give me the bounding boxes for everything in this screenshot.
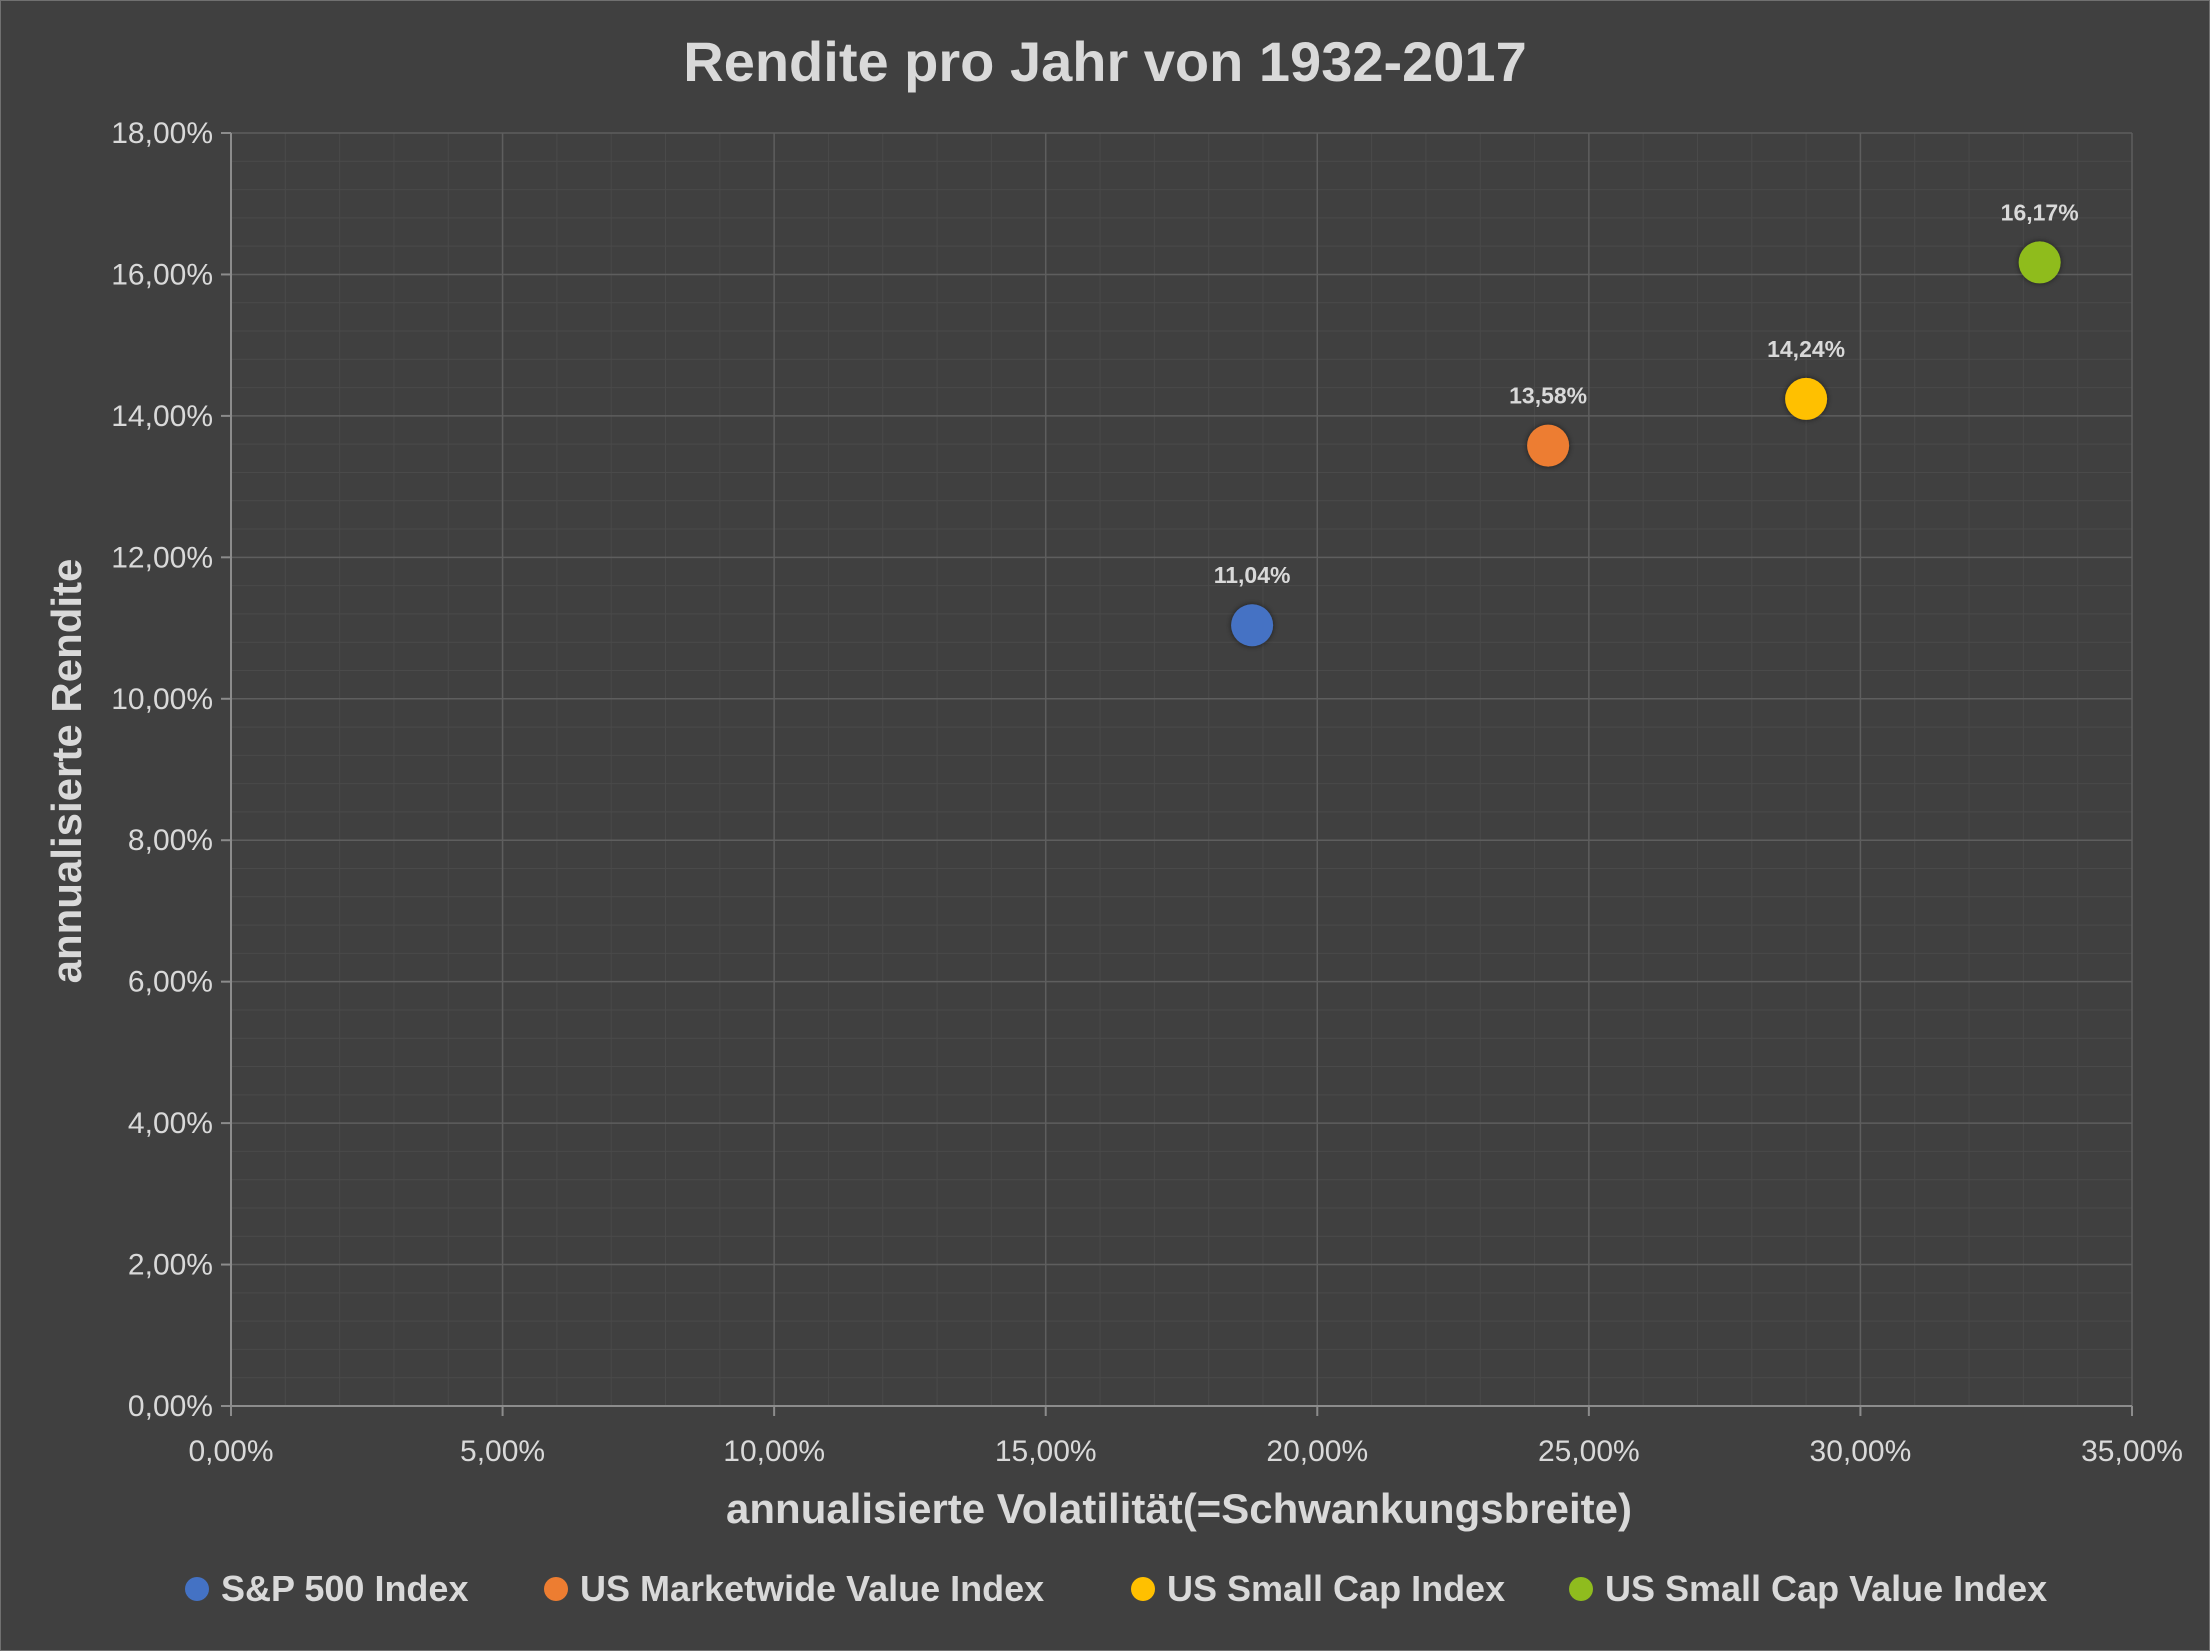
legend-label: US Small Cap Index xyxy=(1167,1568,1505,1609)
data-points xyxy=(1231,241,2061,647)
x-tick-label: 10,00% xyxy=(723,1435,825,1468)
legend-label: US Marketwide Value Index xyxy=(580,1568,1044,1609)
legend-item: S&P 500 Index xyxy=(185,1568,468,1609)
data-labels: 11,04% 13,58% 14,24% 16,17% xyxy=(1214,199,2079,588)
chart-title: Rendite pro Jahr von 1932-2017 xyxy=(683,30,1526,93)
data-label: 11,04% xyxy=(1214,562,1291,588)
y-tick-label: 10,00% xyxy=(111,683,213,716)
legend-item: US Small Cap Value Index xyxy=(1569,1568,2047,1609)
data-point xyxy=(2018,241,2061,284)
y-tick-label: 16,00% xyxy=(111,258,213,291)
x-tick-label: 20,00% xyxy=(1266,1435,1368,1468)
y-tick-label: 8,00% xyxy=(128,824,213,857)
y-axis-title: annualisierte Rendite xyxy=(43,559,90,984)
grid xyxy=(230,132,2133,1407)
y-tick-label: 12,00% xyxy=(111,541,213,574)
x-tick-label: 25,00% xyxy=(1538,1435,1640,1468)
y-tick-label: 0,00% xyxy=(128,1390,213,1423)
y-tick-label: 18,00% xyxy=(111,117,213,150)
y-tick-label: 6,00% xyxy=(128,966,213,999)
x-tick-label: 15,00% xyxy=(995,1435,1097,1468)
legend-label: US Small Cap Value Index xyxy=(1605,1568,2047,1609)
y-tick-label: 2,00% xyxy=(128,1249,213,1282)
x-tick-label: 30,00% xyxy=(1810,1435,1912,1468)
legend-marker xyxy=(1569,1577,1593,1601)
x-tick-label: 35,00% xyxy=(2081,1435,2183,1468)
legend-marker xyxy=(1131,1577,1155,1601)
legend-marker xyxy=(544,1577,568,1601)
y-tick-label: 14,00% xyxy=(111,400,213,433)
legend: S&P 500 Index US Marketwide Value Index US… xyxy=(185,1568,2047,1609)
legend-label: S&P 500 Index xyxy=(221,1568,468,1609)
legend-item: US Small Cap Index xyxy=(1131,1568,1505,1609)
data-label: 16,17% xyxy=(2001,199,2079,225)
data-label: 14,24% xyxy=(1767,336,1845,362)
data-point xyxy=(1527,424,1570,467)
axes: 0,00% 2,00% 4,00% 6,00% 8,00% 10,00% 12,00% 14,… xyxy=(111,117,2183,1468)
data-label: 13,58% xyxy=(1509,383,1587,409)
data-point xyxy=(1785,377,1828,420)
x-tick-label: 0,00% xyxy=(188,1435,273,1468)
data-point xyxy=(1231,604,1274,647)
y-tick-label: 4,00% xyxy=(128,1107,213,1140)
x-tick-label: 5,00% xyxy=(460,1435,545,1468)
legend-item: US Marketwide Value Index xyxy=(544,1568,1044,1609)
x-axis-title: annualisierte Volatilität(=Schwankungsbr… xyxy=(726,1485,1632,1532)
legend-marker xyxy=(185,1577,209,1601)
